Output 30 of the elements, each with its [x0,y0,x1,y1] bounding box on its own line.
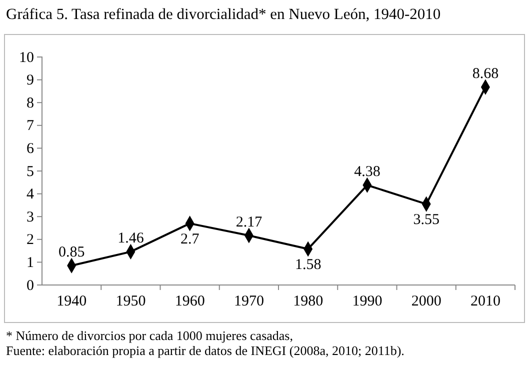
y-tick-label: 0 [26,278,34,294]
y-tick-label: 2 [26,232,34,248]
data-label: 2.17 [236,214,263,231]
data-label: 8.68 [472,66,499,82]
text: * Número de divorcios por cada 1000 mujeres casadas, [6,328,293,343]
y-tick-label: 10 [19,50,34,66]
x-tick-label: 2010 [470,294,500,310]
x-tick-label: 1950 [116,294,146,310]
x-tick-label: 1970 [234,294,264,310]
data-label: 0.85 [58,244,85,261]
y-tick-label: 9 [26,72,34,89]
data-label: 1.46 [118,230,144,247]
chart-title: Gráfica 5. Tasa refinada de divorcialidad* en Nuevo León, 1940-2010 [6,6,441,23]
x-tick-label: 1990 [352,294,382,310]
x-tick-label: 1960 [174,294,205,310]
y-tick-label: 8 [26,95,34,112]
data-label: 3.55 [413,212,440,228]
y-tick-label: 1 [26,255,34,271]
y-tick-label: 5 [26,164,34,180]
y-tick-label: 4 [26,186,34,203]
x-tick-label: 1940 [56,294,87,310]
data-label: 4.38 [354,164,380,180]
y-tick-label: 7 [26,118,34,134]
x-tick-label: 1980 [293,294,324,310]
x-tick-label: 2000 [411,294,442,310]
data-label: 2.7 [180,231,200,248]
data-label: 1.58 [294,256,322,273]
y-tick-label: 6 [26,141,34,157]
y-tick-label: 3 [26,209,34,226]
source-note: Fuente: elaboración propia a partir de datos de INEGI (2008a, 2010; 2011b). [6,343,404,358]
